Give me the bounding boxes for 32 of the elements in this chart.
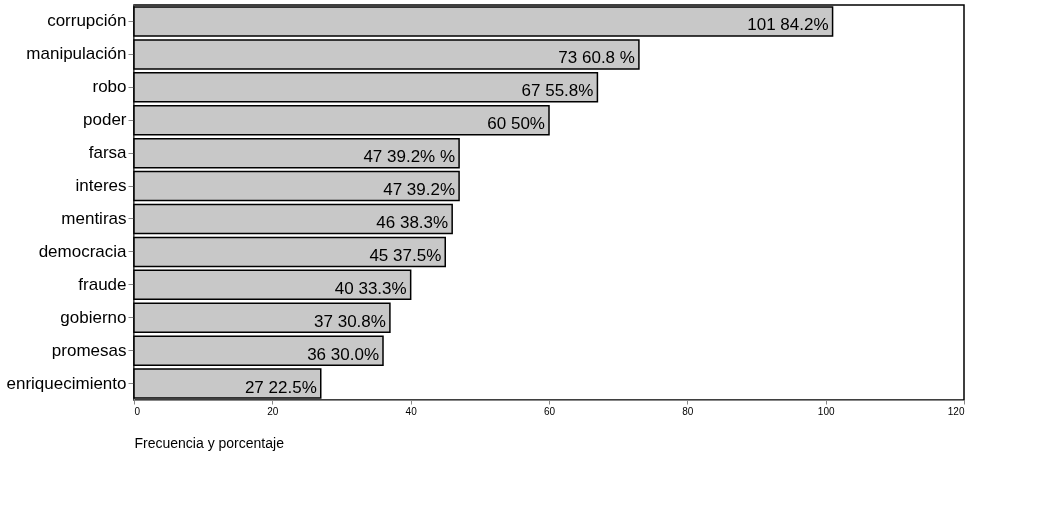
y-tick-label: mentiras [61, 208, 127, 228]
data-label: 60 50% [487, 114, 545, 134]
y-tick-label: promesas [51, 340, 127, 360]
data-label: 45 37.5% [369, 245, 442, 265]
data-label: 40 33.3% [334, 278, 407, 298]
data-label: 46 38.3% [376, 212, 449, 232]
x-tick-label: 120 [947, 405, 965, 417]
data-label: 47 39.2% % [363, 147, 456, 167]
data-label: 67 55.8% [521, 81, 594, 101]
x-tick-label: 100 [817, 405, 835, 417]
y-tick-label: enriquecimiento [6, 373, 127, 393]
y-tick-label: democracia [38, 241, 128, 261]
data-label: 101 84.2% [747, 15, 829, 35]
x-tick-label: 60 [543, 405, 556, 417]
data-label: 37 30.8% [314, 311, 386, 331]
y-tick-label: fraude [78, 274, 127, 294]
data-label: 47 39.2% [383, 180, 456, 200]
y-tick-label: interes [75, 176, 127, 196]
data-label: 36 30.0% [307, 344, 379, 364]
x-tick-label: 80 [682, 405, 694, 417]
y-tick-label: manipulación [26, 44, 127, 64]
y-tick-label: poder [83, 110, 127, 130]
y-tick-label: robo [92, 77, 127, 97]
x-tick-label: 40 [405, 405, 418, 417]
x-tick-label: 20 [267, 405, 279, 417]
x-tick-label: 0 [134, 405, 141, 417]
y-tick-label: farsa [88, 143, 128, 163]
data-label: 73 60.8 % [558, 48, 635, 68]
data-label: 27 22.5% [244, 377, 317, 397]
y-tick-label: corrupción [47, 11, 127, 31]
x-axis-title: Frecuencia y porcentaje [134, 434, 285, 451]
y-tick-label: gobierno [60, 307, 127, 327]
